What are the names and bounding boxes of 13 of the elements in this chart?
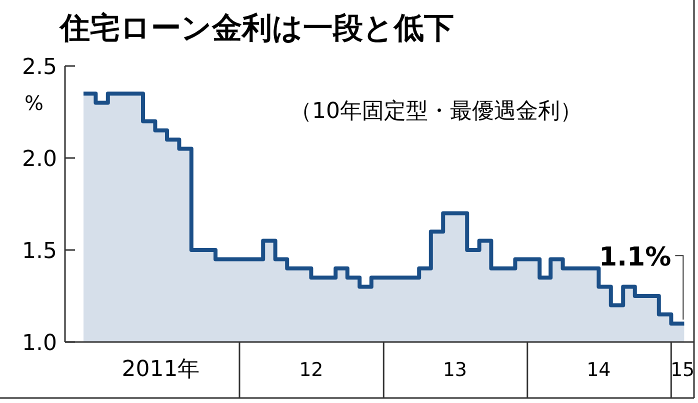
x-tick-label: 12 (299, 359, 324, 381)
x-tick-label: 15 (670, 359, 695, 381)
chart-title: 住宅ローン金利は一段と低下 (58, 11, 454, 46)
annotation: 1.1% (599, 242, 672, 273)
y-tick-label: 2.0 (22, 147, 57, 172)
y-axis-title: % (24, 91, 44, 115)
y-tick-label: 1.5 (22, 239, 57, 264)
x-tick-label: 13 (442, 359, 468, 381)
y-tick-label: 1.0 (22, 331, 57, 356)
y-tick-label: 2.5 (22, 55, 57, 80)
x-tick-label: 2011年 (122, 357, 200, 382)
x-tick-label: 14 (586, 359, 611, 381)
text: （10年固定型・最優遇金利） (290, 99, 582, 124)
